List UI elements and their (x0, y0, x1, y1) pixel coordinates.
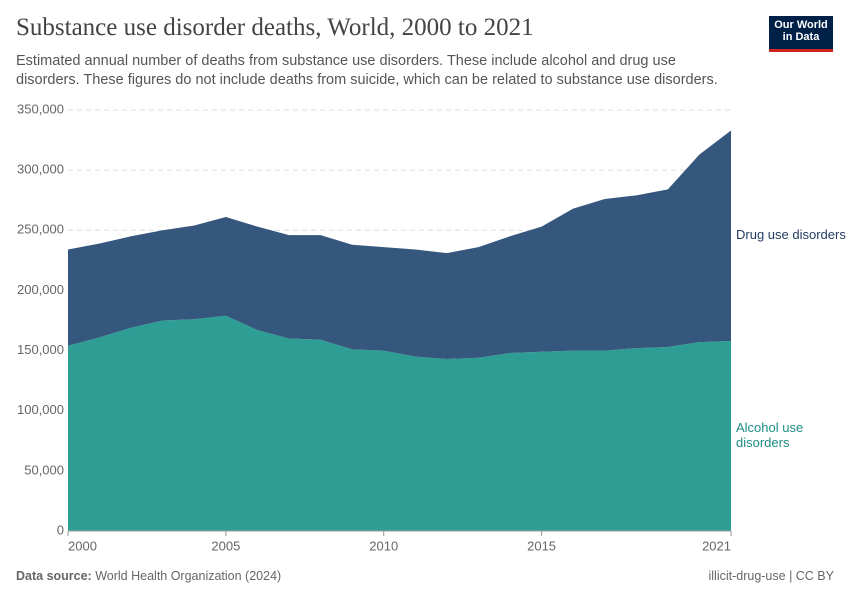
logo-text: in Data (782, 31, 820, 43)
source-label: Data source: (16, 569, 92, 583)
y-tick-label: 250,000 (17, 222, 64, 237)
logo-text: Our World (774, 19, 828, 31)
title: Substance use disorder deaths, World, 20… (16, 14, 534, 41)
x-tick-label: 2005 (211, 538, 240, 553)
y-tick-label: 200,000 (17, 282, 64, 297)
legend-label: Drug use disorders (736, 227, 846, 242)
area (68, 130, 731, 359)
area (68, 315, 731, 531)
source: World Health Organization (2024) (95, 569, 282, 583)
x-tick-label: 2021 (702, 538, 731, 553)
y-tick-label: 100,000 (17, 402, 64, 417)
legend-label: Alcohol use disorders (736, 420, 803, 450)
y-tick-label: 350,000 (17, 101, 64, 116)
license[interactable]: illicit-drug-use | CC BY (708, 569, 834, 583)
y-tick-label: 50,000 (24, 462, 64, 477)
y-tick-label: 300,000 (17, 162, 64, 177)
chart: 0 50,000 100,000 150,000 200,000 250,000 300,0… (17, 101, 846, 553)
y-tick-label: 0 (57, 522, 64, 537)
footer: Data source: World Health Organization (… (16, 569, 834, 583)
y-tick-label: 150,000 (17, 342, 64, 357)
x-tick-label: 2015 (527, 538, 556, 553)
x-tick-label: 2000 (68, 538, 97, 553)
x-tick-label: 2010 (369, 538, 398, 553)
logo[interactable]: Our World in Data (769, 16, 833, 52)
subtitle: Estimated annual number of deaths from s… (16, 53, 718, 88)
